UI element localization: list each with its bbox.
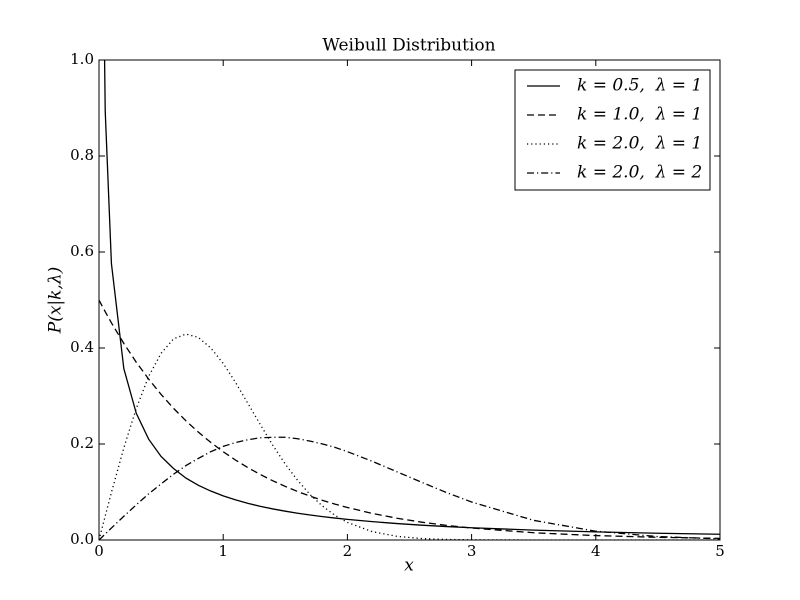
x-tick-label: 5 [715, 542, 725, 560]
x-axis-label: x [404, 556, 414, 576]
y-tick-label: 1.0 [70, 50, 94, 68]
line-series [99, 299, 720, 540]
x-tick-label: 2 [343, 542, 353, 560]
line-series [103, 60, 720, 535]
plot-area [99, 60, 720, 540]
axes-frame [98, 59, 721, 541]
legend-label: k = 2.0, λ = 2 [577, 163, 702, 183]
x-tick-label: 4 [591, 542, 601, 560]
x-tick-label: 3 [467, 542, 477, 560]
line-series [99, 333, 720, 540]
legend-box [514, 69, 711, 191]
y-tick-label: 0.6 [70, 242, 94, 260]
legend-label: k = 2.0, λ = 1 [577, 134, 702, 154]
x-tick-label: 0 [94, 542, 104, 560]
line-series [99, 436, 720, 540]
y-tick-label: 0.4 [70, 338, 94, 356]
y-tick-label: 0.8 [70, 146, 94, 164]
x-tick-label: 1 [218, 542, 228, 560]
legend-label: k = 0.5, λ = 1 [577, 76, 702, 96]
chart-title: Weibull Distribution [322, 36, 495, 56]
y-tick-label: 0.2 [70, 434, 94, 452]
y-axis-label: P(x|k,λ) [46, 267, 66, 335]
legend-label: k = 1.0, λ = 1 [577, 105, 702, 125]
y-tick-label: 0.0 [70, 530, 94, 548]
